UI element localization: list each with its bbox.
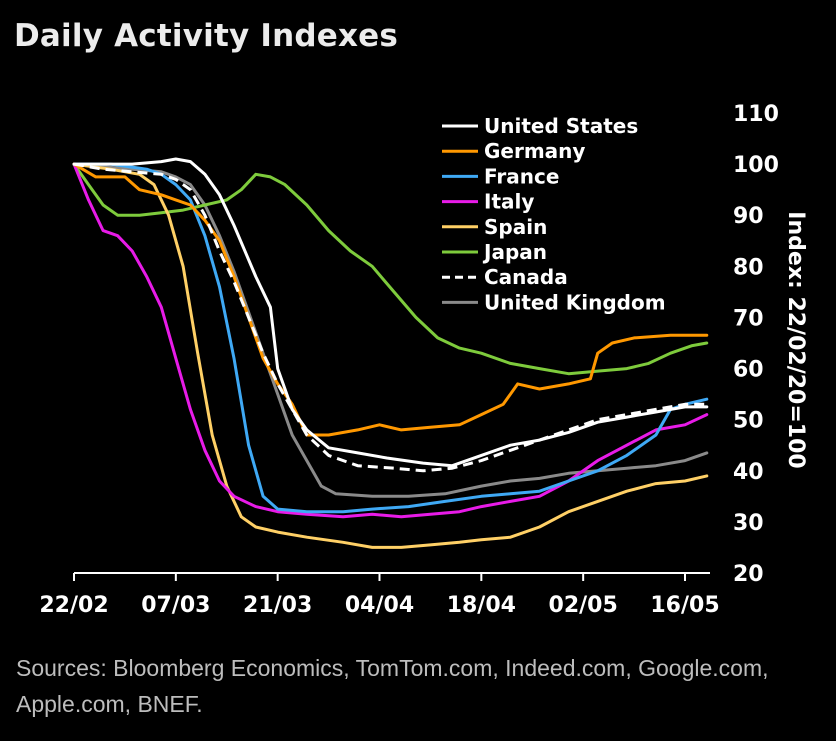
legend-label: United Kingdom	[484, 290, 666, 314]
x-tick-label: 21/03	[243, 593, 312, 618]
y-tick-label: 70	[733, 306, 764, 331]
y-tick-label: 40	[733, 460, 764, 485]
x-tick-label: 07/03	[141, 593, 210, 618]
legend-label: France	[484, 164, 559, 188]
legend-label: Japan	[482, 240, 547, 264]
chart-title: Daily Activity Indexes	[14, 18, 399, 54]
series-line-france	[72, 162, 709, 514]
y-tick-label: 80	[733, 255, 764, 280]
legend-label: Canada	[484, 265, 568, 289]
axes: 22/02 07/03 21/03 04/04 18/04 02/05 16/05 20 30 4…	[39, 102, 779, 618]
y-tick-label: 110	[733, 102, 779, 127]
legend-label: United States	[484, 114, 638, 138]
y-tick-label: 50	[733, 409, 764, 434]
x-tick-label: 04/04	[345, 593, 414, 618]
legend-label: Spain	[484, 215, 547, 239]
series-line-canada	[73, 162, 707, 473]
y-tick-label: 20	[733, 562, 764, 587]
legend: United StatesGermanyFranceItalySpainJapa…	[442, 114, 666, 314]
series-line-germany	[72, 162, 709, 437]
series-lines	[72, 157, 709, 549]
source-note: Sources: Bloomberg Economics, TomTom.com…	[16, 655, 769, 717]
y-tick-label: 30	[733, 511, 764, 536]
x-tick-label: 16/05	[650, 593, 719, 618]
legend-label: Germany	[484, 139, 585, 163]
y-axis-label: Index: 22/02/20=100	[783, 211, 808, 468]
y-tick-label: 100	[733, 153, 779, 178]
series-line-united-states	[72, 157, 709, 468]
y-tick-label: 60	[733, 358, 764, 383]
x-tick-label: 02/05	[549, 593, 618, 618]
x-tick-label: 18/04	[447, 593, 516, 618]
x-tick-label: 22/02	[39, 593, 108, 618]
y-tick-label: 90	[733, 204, 764, 229]
series-line-spain	[72, 162, 709, 549]
series-line-italy	[72, 162, 709, 519]
series-line-japan	[72, 162, 709, 376]
legend-label: Italy	[484, 190, 534, 214]
